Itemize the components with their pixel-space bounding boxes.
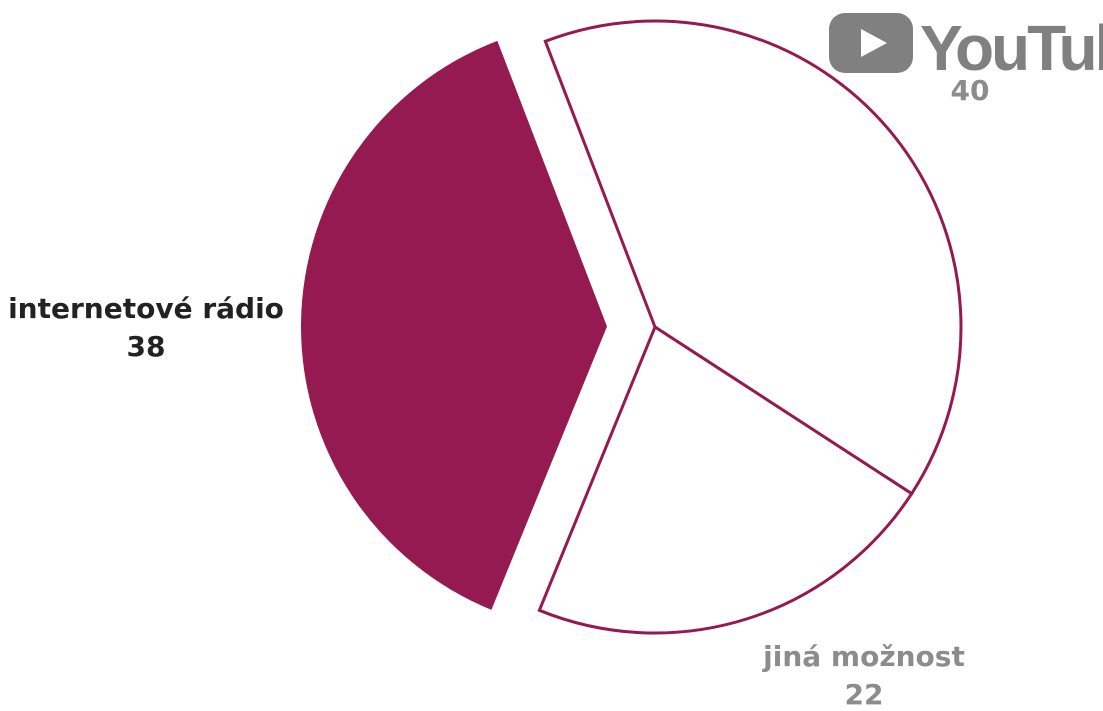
slice-label-jina-moznost: jiná možnost [762, 640, 965, 673]
youtube-logo: YouTube [829, 12, 1103, 84]
pie-slice-internetove-radio [301, 40, 608, 610]
pie-slices [301, 19, 963, 635]
slice-label-internetove-radio: internetové rádio [8, 292, 284, 325]
slice-value-youtube: 40 [951, 74, 990, 107]
play-icon [861, 29, 887, 57]
slice-value-jina-moznost: 22 [845, 678, 884, 711]
slice-value-internetove-radio: 38 [127, 330, 166, 363]
pie-slice-jina-moznost [537, 324, 914, 635]
youtube-logo-text: YouTube [920, 12, 1103, 84]
pie-slice-youtube [543, 19, 963, 496]
pie-labels: 40 jiná možnost 22 internetové rádio 38 [8, 74, 989, 711]
